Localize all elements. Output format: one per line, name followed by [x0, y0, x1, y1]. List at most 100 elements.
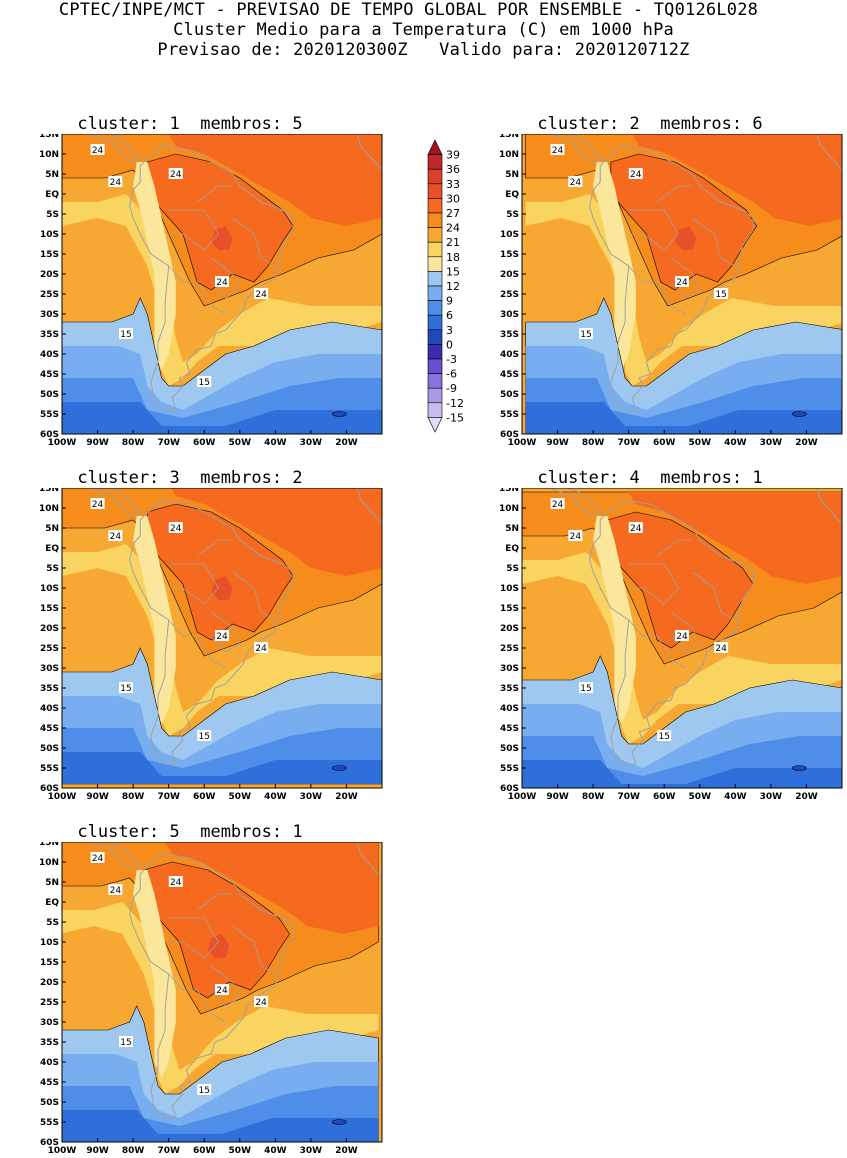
map-canvas: 24 24 24 24 24 15 15 15N 10N 5N EQ 5S 10S 15S 20S 25S 30…	[499, 488, 843, 802]
lon-tick-label: 80W	[122, 792, 145, 802]
map-frame	[61, 488, 383, 789]
field-band-27-ocean	[628, 492, 842, 584]
colorbar-swatch	[427, 344, 443, 360]
map-panel-cluster-1: cluster: 1 membros: 5 24 24 24 24 24 15 15 15N 1…	[0, 112, 383, 448]
lat-tick-label: 25S	[500, 290, 519, 300]
cold-cell	[792, 765, 807, 771]
colorbar-label: 39	[446, 149, 460, 162]
svg-text:15: 15	[120, 684, 131, 694]
contour-label: 15	[197, 730, 212, 742]
lon-tick-label: 30W	[760, 792, 783, 802]
colorbar-swatch	[427, 285, 443, 301]
lon-tick-label: 80W	[582, 438, 605, 448]
map-panel-cluster-4: cluster: 4 membros: 1 24 24 24 24 24 15 15 15N 1…	[460, 466, 843, 802]
lat-tick-label: 35S	[40, 684, 59, 694]
contour-label: 24	[568, 530, 583, 542]
lat-tick-label: EQ	[45, 190, 59, 200]
lat-tick-label: EQ	[45, 898, 59, 908]
africa-coastline	[816, 134, 842, 171]
field-band-27	[147, 153, 294, 291]
contour-label: 15	[197, 376, 212, 388]
svg-text:24: 24	[676, 632, 688, 642]
lat-tick-label: 55S	[40, 1118, 59, 1128]
lat-tick-label: 5N	[45, 878, 59, 888]
lat-tick-label: 60S	[40, 1138, 59, 1148]
lat-tick-label: 5S	[46, 918, 59, 928]
lon-tick-label: 40W	[724, 438, 747, 448]
lat-tick-label: 25S	[40, 998, 59, 1008]
colorbar-swatch	[427, 198, 443, 214]
colorbar-label: -3	[446, 353, 457, 366]
contour-label: 24	[90, 144, 105, 156]
country-border	[211, 611, 241, 653]
country-border	[671, 611, 701, 653]
map-panel-cluster-3: cluster: 3 membros: 2 24 24 24 24 24 15 15 15N 1…	[0, 466, 383, 802]
map-plot-area: 24 24 24 24 24 15 15	[62, 488, 382, 788]
cold-cell	[332, 765, 347, 771]
contour-label: 24	[168, 876, 183, 888]
temperature-map: 24 24 24 24 24 15 15 15N 10N 5N EQ 5S 10S 15S 20S 25S 30…	[39, 134, 383, 448]
lon-tick-label: 70W	[157, 438, 180, 448]
lat-tick-label: 15N	[39, 134, 59, 140]
svg-text:24: 24	[630, 524, 642, 534]
lat-tick-label: 45S	[40, 370, 59, 380]
field-band-3-6	[62, 402, 382, 434]
temperature-map: 24 24 24 24 24 15 15 15N 10N 5N EQ 5S 10S 15S 20S 25S 30…	[39, 488, 383, 802]
colorbar-label: 18	[446, 251, 460, 264]
country-border	[168, 265, 198, 283]
contour-label: 15	[579, 682, 593, 694]
lat-tick-label: 10S	[40, 230, 59, 240]
lat-tick-label: 55S	[40, 764, 59, 774]
svg-text:15: 15	[120, 330, 131, 340]
header-subtitle: Cluster Medio para a Temperatura (C) em …	[173, 20, 674, 40]
map-plot-area: 24 24 24 24 24 15 15	[62, 842, 382, 1142]
svg-text:15: 15	[580, 330, 591, 340]
lat-tick-label: EQ	[45, 544, 59, 554]
colorbar-swatch	[427, 271, 443, 287]
colorbar-swatch	[427, 373, 443, 389]
lat-tick-label: 5S	[506, 564, 519, 574]
map-canvas: 24 24 24 24 24 15 15 15N 10N 5N EQ 5S 10S 15S 20S 25S 30…	[39, 134, 383, 448]
lat-tick-label: 10S	[40, 584, 59, 594]
lat-tick-label: EQ	[505, 190, 519, 200]
svg-text:15: 15	[715, 290, 726, 300]
lon-tick-label: 90W	[86, 792, 109, 802]
lat-tick-label: 15N	[39, 488, 59, 494]
contour-label: 15	[119, 682, 133, 694]
lat-tick-label: 35S	[40, 1038, 59, 1048]
svg-text:24: 24	[715, 644, 727, 654]
contour-label: 24	[675, 276, 689, 288]
country-border	[628, 619, 658, 637]
contour-label: 24	[628, 168, 643, 180]
panel-title: cluster: 4 membros: 1	[537, 468, 763, 488]
lon-tick-label: 20W	[335, 792, 358, 802]
map-frame	[61, 134, 383, 435]
header: CPTEC/INPE/MCT - PREVISAO DE TEMPO GLOBA…	[0, 0, 847, 60]
lat-tick-label: 50S	[40, 390, 59, 400]
svg-text:24: 24	[92, 500, 104, 510]
lat-tick-label: 55S	[500, 410, 519, 420]
south-america-coastline	[589, 499, 754, 765]
contour-label: 24	[714, 642, 729, 654]
svg-text:15: 15	[120, 1038, 131, 1048]
lat-tick-label: 15S	[40, 604, 59, 614]
colorbar-swatch	[427, 139, 443, 155]
colorbar-label: 0	[446, 338, 453, 351]
colorbar-label: 21	[446, 236, 460, 249]
contour-label: 24	[628, 522, 643, 534]
lon-tick-label: 40W	[264, 1146, 287, 1156]
svg-text:24: 24	[570, 178, 582, 188]
central-america-coastline	[522, 488, 601, 517]
lat-tick-label: 45S	[40, 724, 59, 734]
lat-tick-label: 60S	[500, 784, 519, 794]
south-america-coastline	[129, 853, 294, 1119]
lat-tick-label: 10N	[499, 504, 519, 514]
country-border	[628, 563, 679, 605]
country-border	[692, 217, 736, 267]
lat-tick-label: 15N	[499, 488, 519, 494]
svg-text:24: 24	[676, 278, 688, 288]
country-border	[168, 619, 198, 637]
lat-tick-label: 15N	[499, 134, 519, 140]
lon-tick-label: 80W	[122, 1146, 145, 1156]
